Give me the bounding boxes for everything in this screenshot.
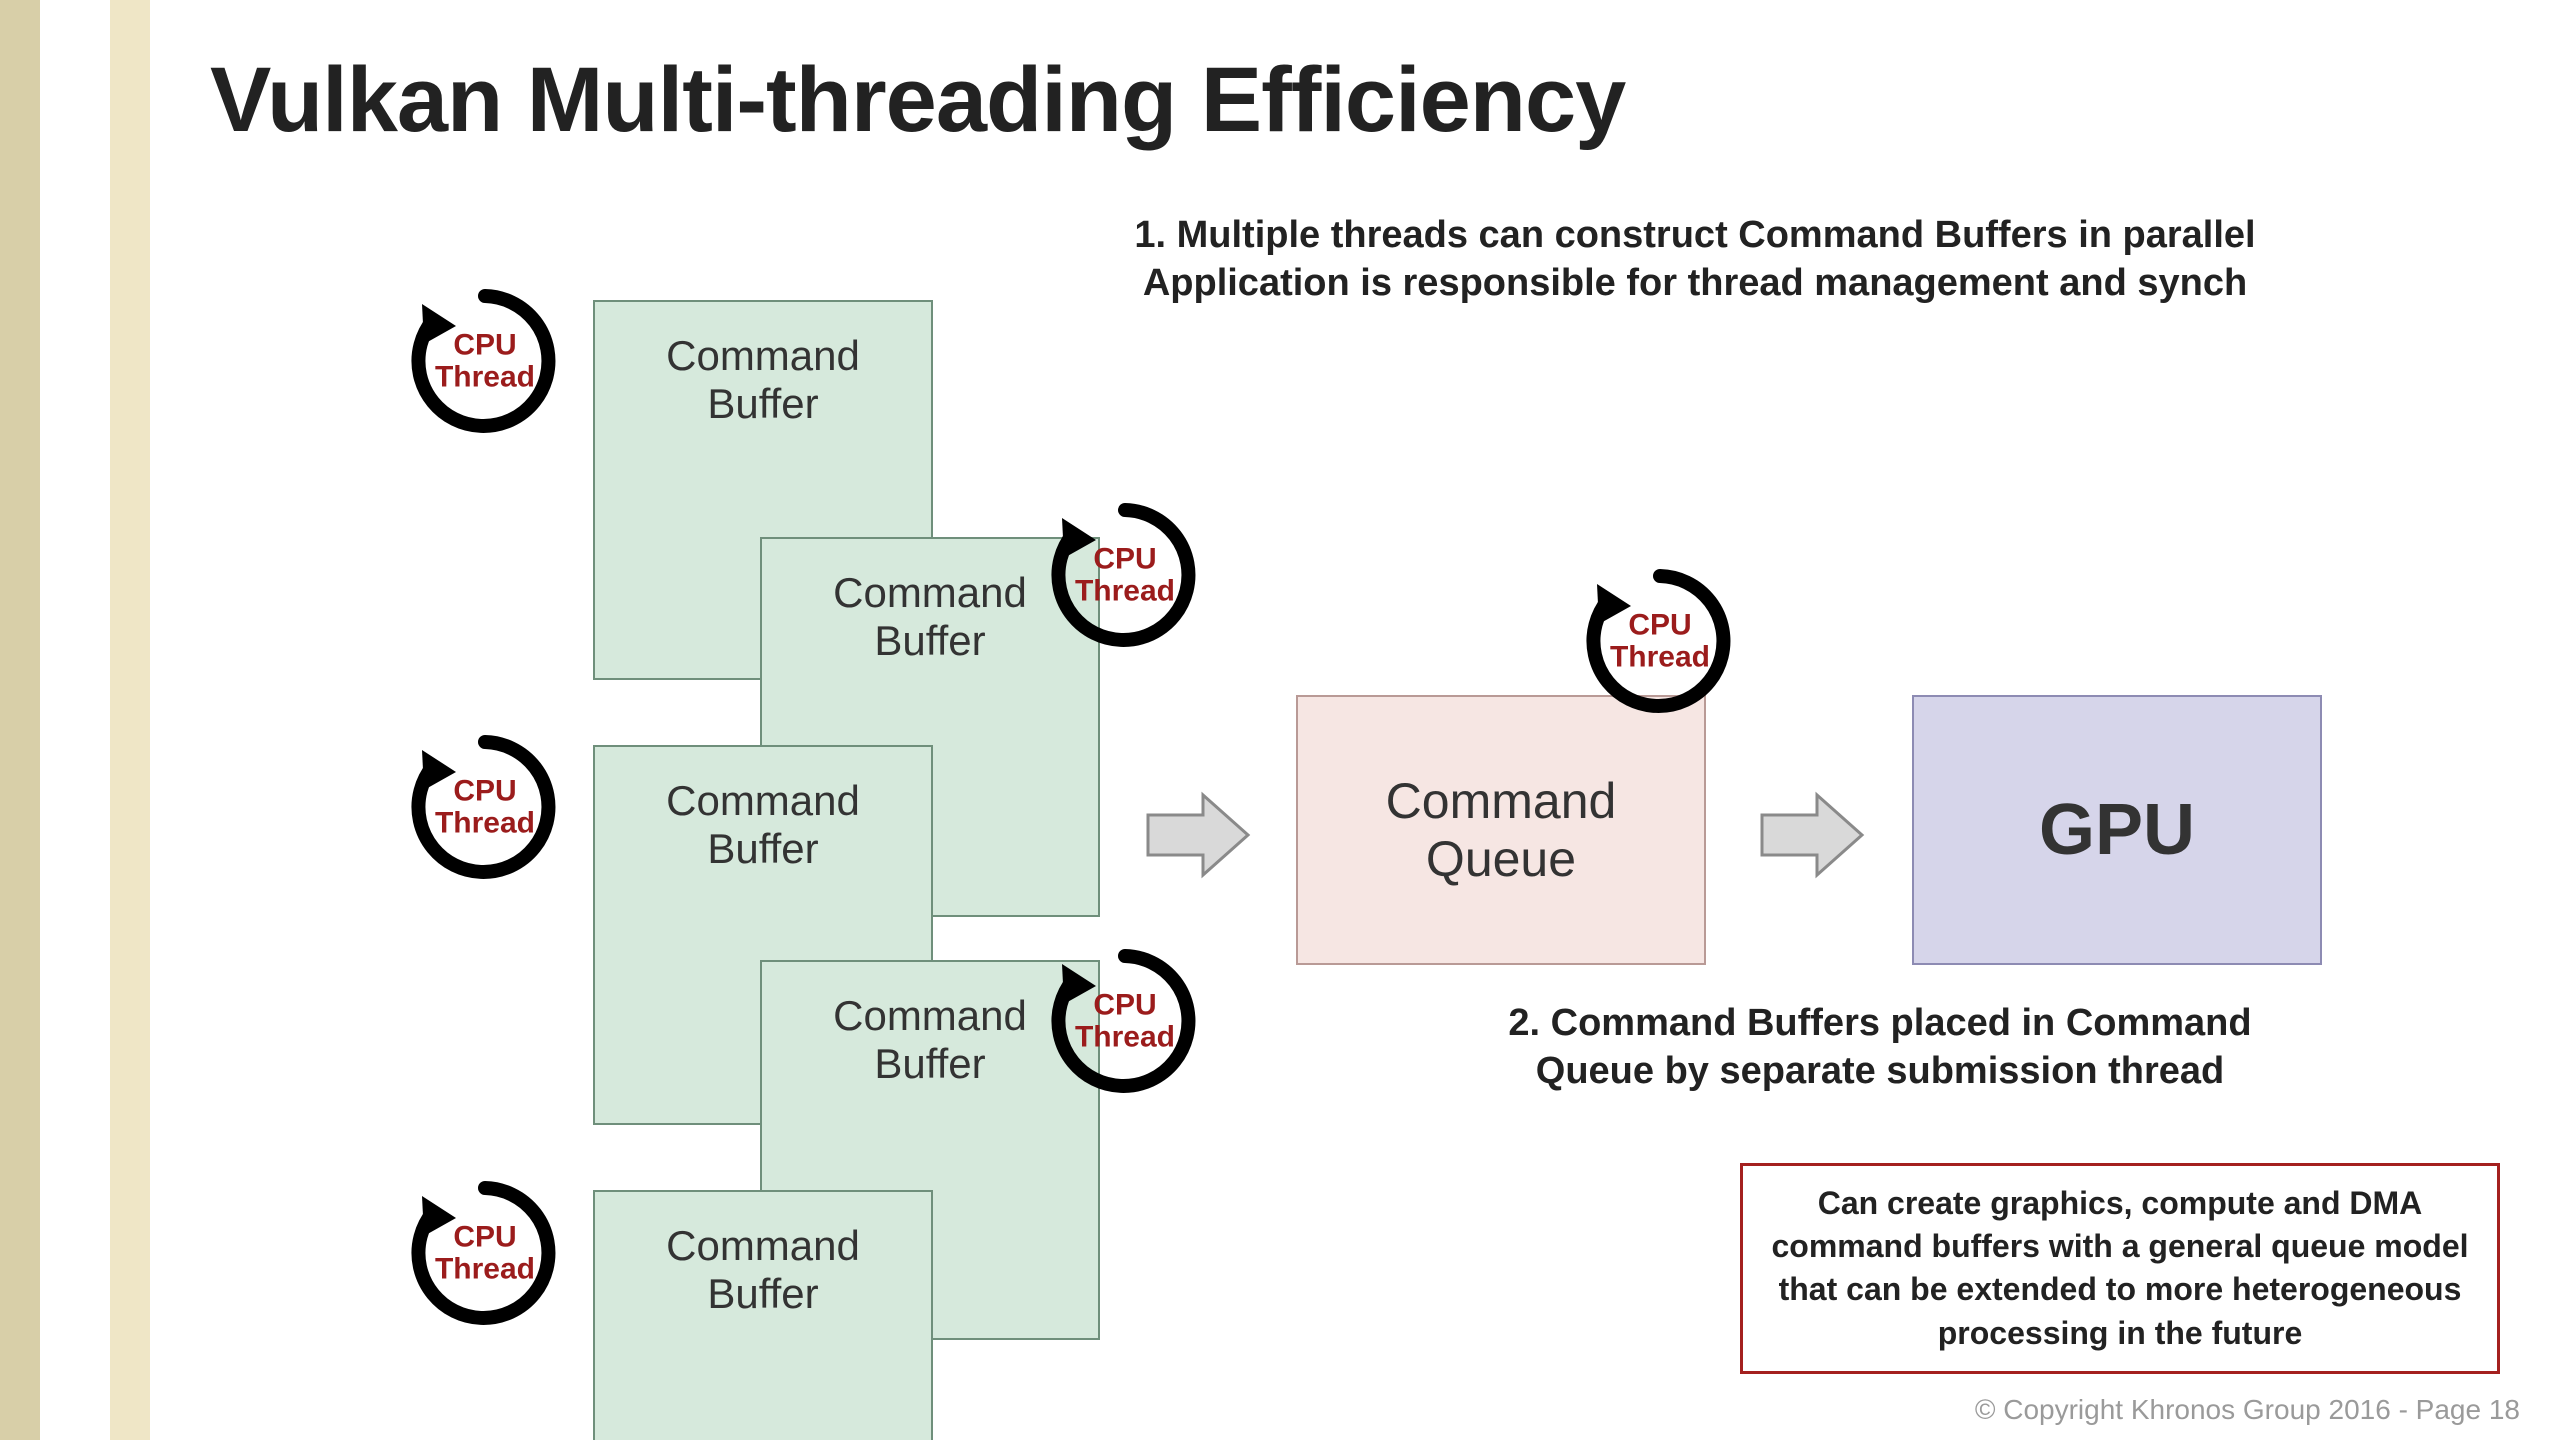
note-2-line-1: 2. Command Buffers placed in Command bbox=[1380, 1000, 2380, 1048]
gpu-box: GPU bbox=[1912, 695, 2322, 965]
cpu-thread-icon: CPUThread bbox=[400, 276, 570, 446]
command-buffer-label: Command Buffer bbox=[595, 332, 931, 428]
cpu-thread-label: CPUThread bbox=[435, 330, 535, 393]
command-buffer-label: Command Buffer bbox=[595, 1222, 931, 1318]
footer-copyright: © Copyright Khronos Group 2016 - Page 18 bbox=[1975, 1394, 2520, 1426]
logo-text-post: NOS bbox=[0, 1052, 9, 1209]
note-2-line-2: Queue by separate submission thread bbox=[1380, 1048, 2380, 1096]
sidebar-stripe-1 bbox=[0, 0, 40, 1440]
cpu-thread-icon: CPUThread bbox=[400, 722, 570, 892]
cpu-thread-label: CPUThread bbox=[1075, 990, 1175, 1053]
cpu-thread-icon: CPUThread bbox=[1040, 936, 1210, 1106]
command-queue-box: Command Queue bbox=[1296, 695, 1706, 965]
note-1-line-2: Application is responsible for thread ma… bbox=[980, 260, 2410, 308]
cpu-thread-icon: CPUThread bbox=[400, 1168, 570, 1338]
flow-arrow-icon bbox=[1762, 790, 1862, 885]
cpu-thread-icon: CPUThread bbox=[1040, 490, 1210, 660]
logo-text-pre: KHR bbox=[0, 1267, 9, 1420]
cpu-thread-label: CPUThread bbox=[435, 1222, 535, 1285]
cpu-thread-icon: CPUThread bbox=[1575, 556, 1745, 726]
gpu-label: GPU bbox=[2039, 789, 2195, 871]
cpu-thread-label: CPUThread bbox=[1075, 544, 1175, 607]
logo-main: KHR NOS™ bbox=[0, 1030, 5, 1420]
cpu-thread-label: CPUThread bbox=[435, 776, 535, 839]
sidebar-stripe-2 bbox=[40, 0, 110, 1440]
logo-sub: GROUP bbox=[0, 889, 5, 1012]
page-title: Vulkan Multi-threading Efficiency bbox=[210, 48, 1625, 153]
note-1: 1. Multiple threads can construct Comman… bbox=[980, 212, 2410, 307]
command-queue-label: Command Queue bbox=[1386, 772, 1617, 888]
callout-box: Can create graphics, compute and DMA com… bbox=[1740, 1163, 2500, 1374]
cpu-thread-label: CPUThread bbox=[1610, 610, 1710, 673]
note-1-line-1: 1. Multiple threads can construct Comman… bbox=[980, 212, 2410, 260]
flow-arrow-icon bbox=[1148, 790, 1248, 885]
logo-swirl-icon bbox=[0, 1209, 5, 1267]
command-buffer-box: Command Buffer bbox=[593, 1190, 933, 1440]
sidebar-stripe-3 bbox=[110, 0, 150, 1440]
command-buffer-label: Command Buffer bbox=[595, 777, 931, 873]
khronos-logo: KHR NOS™ GROUP bbox=[0, 889, 5, 1420]
note-2: 2. Command Buffers placed in Command Que… bbox=[1380, 1000, 2380, 1095]
